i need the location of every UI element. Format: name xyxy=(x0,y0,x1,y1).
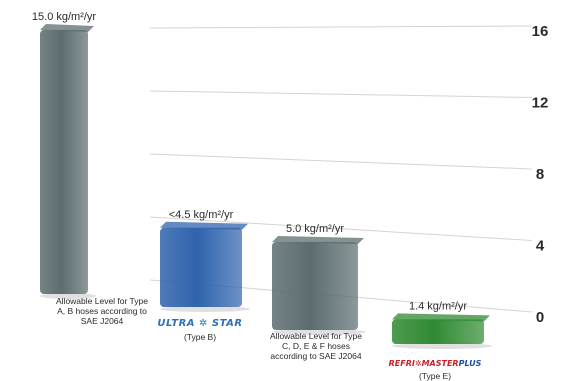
ultra-star-logo: ULTRA ✲ STAR xyxy=(157,318,243,329)
y-tick-label: 4 xyxy=(536,238,545,255)
y-tick-label: 0 xyxy=(536,309,544,326)
gridline xyxy=(149,25,533,29)
refri-master-brand-text: REFRI✲MASTER xyxy=(388,359,459,368)
y-tick-label: 16 xyxy=(532,23,549,40)
bar xyxy=(160,227,242,307)
bar xyxy=(392,319,484,344)
bar xyxy=(40,30,88,294)
bar-shadow xyxy=(40,293,96,299)
bar3-caption: Allowable Level for Type C, D, E & F hos… xyxy=(270,331,362,361)
bar-shadow xyxy=(160,306,250,312)
bar-shadow xyxy=(272,329,366,335)
bar4-type-caption: (Type E) xyxy=(418,371,452,381)
bar1-caption: Allowable Level for Type A, B hoses acco… xyxy=(56,296,148,326)
bar2-type-caption: (Type B) xyxy=(183,332,217,342)
gridline xyxy=(149,216,533,241)
plus-brand-text: PLUS xyxy=(458,359,482,368)
bar-value-label: 1.4 kg/m²/yr xyxy=(409,300,467,312)
y-tick-label: 12 xyxy=(532,95,549,112)
gridline xyxy=(149,90,533,98)
bar-value-label: 5.0 kg/m²/yr xyxy=(286,223,344,235)
refri-master-plus-logo: REFRI✲MASTERPLUS xyxy=(380,359,490,368)
bar-value-label: <4.5 kg/m²/yr xyxy=(169,209,234,221)
bar-shadow xyxy=(392,343,492,349)
bar xyxy=(272,242,358,330)
y-tick-label: 8 xyxy=(536,166,544,183)
gridline xyxy=(149,153,533,170)
bar-value-label: 15.0 kg/m²/yr xyxy=(32,11,97,23)
